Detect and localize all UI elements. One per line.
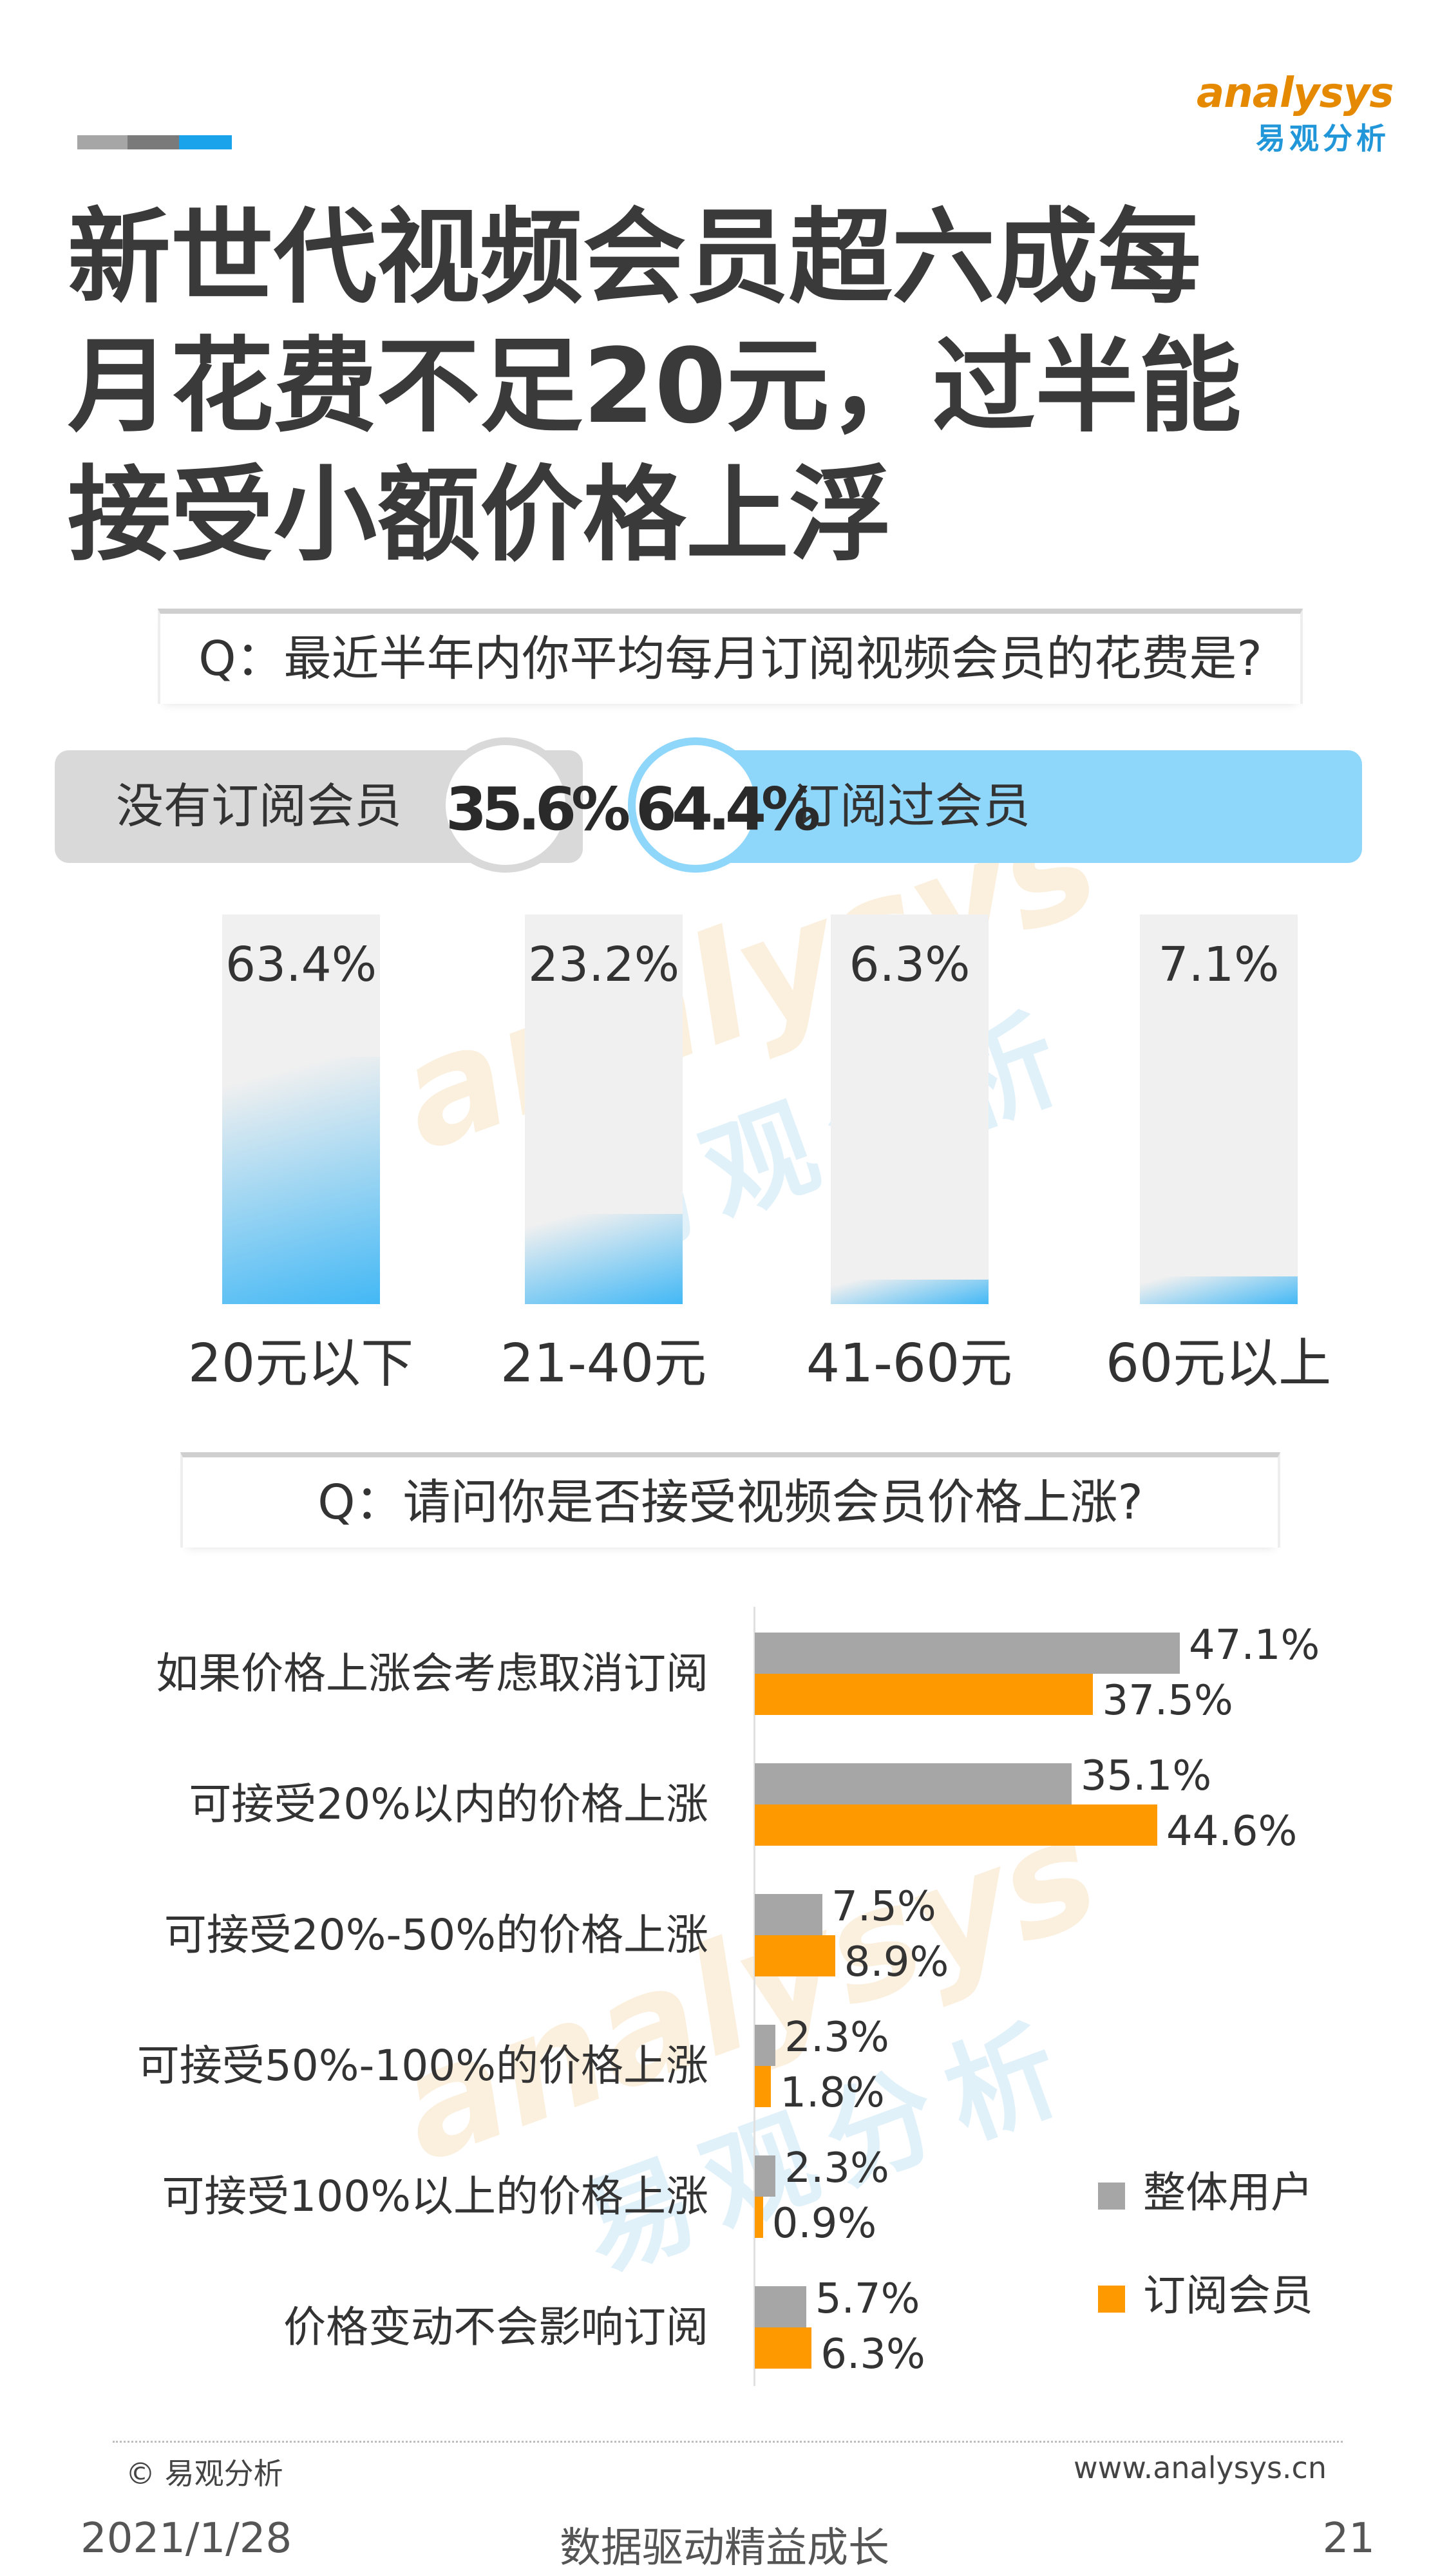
- data-label: 0.9%: [772, 2200, 877, 2248]
- question-box-spending: Q：最近半年内你平均每月订阅视频会员的花费是?: [158, 609, 1303, 704]
- data-label: 63.4%: [225, 937, 377, 992]
- bar: [831, 1279, 989, 1304]
- analysys-logo: analysys 易观分析: [1197, 68, 1394, 164]
- not-subscribed-pct-circle: 35.6%: [438, 737, 630, 873]
- data-label: 7.1%: [1158, 937, 1280, 992]
- bar-track: [1140, 914, 1298, 1304]
- watermark-logo-en: analysys: [377, 1785, 1119, 2196]
- bar: [525, 1213, 683, 1304]
- category-label: 可接受100%以上的价格上涨: [162, 2172, 708, 2221]
- bar: [222, 1057, 380, 1304]
- footer-divider: [113, 2441, 1343, 2443]
- not-subscribed-pct: 35.6%: [446, 775, 630, 844]
- subscribed-label: 订阅过会员: [792, 779, 1030, 834]
- bar-track: [222, 914, 380, 1304]
- bar-track: [525, 914, 683, 1304]
- website-link[interactable]: www.analysys.cn: [1073, 2450, 1327, 2485]
- data-label: 6.3%: [849, 937, 971, 992]
- accent-bar-dark: [128, 135, 179, 149]
- report-date: 2021/1/28: [80, 2515, 292, 2562]
- slogan: 数据驱动精益成长: [560, 2524, 889, 2572]
- data-label: 2.3%: [784, 2145, 889, 2192]
- bar: [755, 1633, 1180, 1674]
- data-label: 5.7%: [815, 2275, 920, 2323]
- subscribed-pct-circle: 64.4%: [628, 737, 820, 873]
- bar: [755, 2025, 776, 2066]
- page-number: 21: [1322, 2515, 1375, 2562]
- copyright: © 易观分析: [126, 2456, 283, 2491]
- bar-track: [831, 914, 989, 1304]
- bar: [755, 2155, 776, 2197]
- data-label: 2.3%: [784, 2014, 889, 2061]
- category-axis-line: [753, 1607, 755, 2386]
- bar: [755, 2286, 806, 2327]
- bar: [755, 2327, 812, 2369]
- bar: [1140, 1276, 1298, 1304]
- bar: [755, 2066, 772, 2107]
- data-label: 23.2%: [527, 937, 680, 992]
- data-label: 47.1%: [1189, 1622, 1320, 1669]
- bar: [755, 1763, 1072, 1804]
- category-label: 可接受20%以内的价格上涨: [189, 1779, 708, 1829]
- bar: [755, 2197, 763, 2238]
- title-line-3: 接受小额价格上浮: [68, 455, 893, 575]
- bar: [755, 1935, 835, 1976]
- legend-label-overall: 整体用户: [1143, 2168, 1313, 2217]
- data-label: 35.1%: [1080, 1752, 1212, 1800]
- logo-text-en: analysys: [1197, 70, 1394, 117]
- legend-item-overall: 整体用户: [1098, 2167, 1313, 2219]
- title-line-1: 新世代视频会员超六成每: [68, 197, 1202, 317]
- category-label: 20元以下: [187, 1333, 414, 1394]
- bar: [755, 1894, 823, 1935]
- question-text: Q：请问你是否接受视频会员价格上涨?: [317, 1475, 1143, 1530]
- category-label: 60元以上: [1105, 1333, 1332, 1394]
- category-label: 可接受50%-100%的价格上涨: [137, 2041, 708, 2090]
- logo-text-cn: 易观分析: [1256, 121, 1390, 156]
- data-label: 1.8%: [780, 2069, 885, 2117]
- data-label: 44.6%: [1166, 1808, 1298, 1855]
- title-line-2: 月花费不足20元，过半能: [68, 326, 1242, 446]
- legend-swatch-subscriber: [1098, 2286, 1125, 2313]
- page-title: 新世代视频会员超六成每 月花费不足20元，过半能 接受小额价格上浮: [68, 193, 1388, 580]
- category-label: 21-40元: [500, 1333, 707, 1394]
- bar: [755, 1674, 1094, 1715]
- legend-item-subscriber: 订阅会员: [1098, 2270, 1313, 2322]
- category-label: 41-60元: [806, 1333, 1013, 1394]
- category-label: 如果价格上涨会考虑取消订阅: [156, 1649, 708, 1698]
- category-label: 可接受20%-50%的价格上涨: [164, 1910, 708, 1960]
- not-subscribed-label: 没有订阅会员: [116, 779, 402, 834]
- legend-swatch-overall: [1098, 2183, 1125, 2210]
- bar: [755, 1804, 1157, 1846]
- category-label: 价格变动不会影响订阅: [283, 2302, 708, 2352]
- legend-label-subscriber: 订阅会员: [1143, 2271, 1313, 2320]
- accent-bar-light: [77, 135, 128, 149]
- data-label: 7.5%: [831, 1883, 936, 1931]
- accent-bar-blue: [179, 135, 232, 149]
- question-text: Q：最近半年内你平均每月订阅视频会员的花费是?: [198, 631, 1262, 687]
- data-label: 37.5%: [1102, 1677, 1233, 1725]
- data-label: 8.9%: [844, 1938, 949, 1986]
- data-label: 6.3%: [820, 2331, 925, 2378]
- question-box-price-rise: Q：请问你是否接受视频会员价格上涨?: [180, 1452, 1280, 1548]
- subscribed-pill: [663, 750, 1362, 863]
- subscribed-pct: 64.4%: [636, 775, 820, 844]
